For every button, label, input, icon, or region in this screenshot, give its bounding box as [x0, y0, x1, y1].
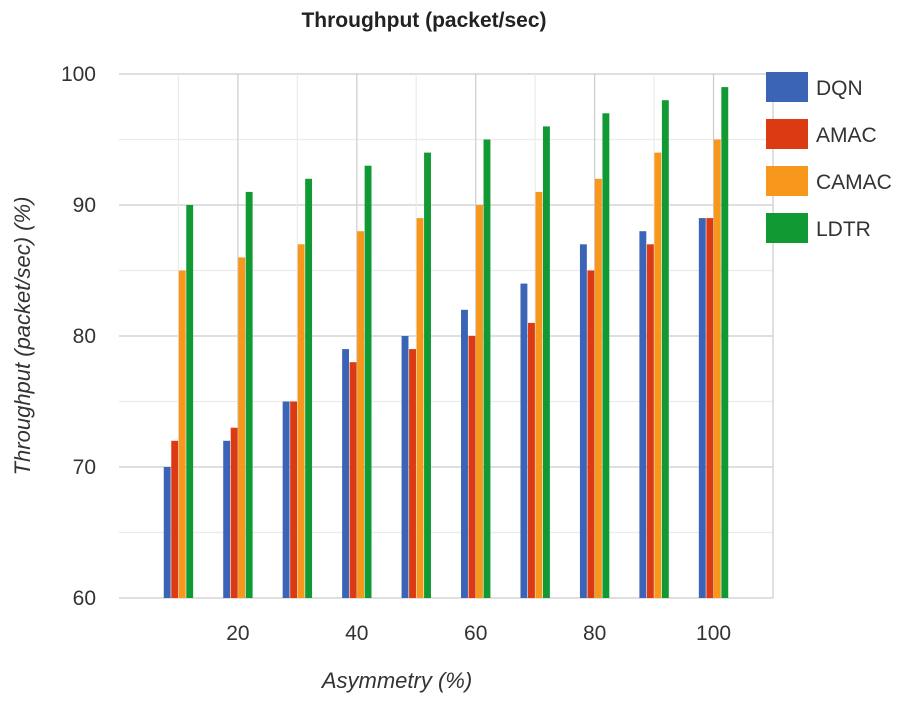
bar-ldtr-70: [542, 126, 550, 599]
bar-ldtr-90: [661, 100, 669, 598]
bar-amac-30: [290, 401, 298, 598]
bar-camac-10: [178, 270, 186, 598]
x-tick-labels: 20 40 60 80 100: [226, 622, 731, 645]
x-tick-label: 40: [345, 622, 368, 645]
legend: DQN AMAC CAMAC LDTR: [766, 72, 892, 243]
bar-camac-20: [238, 257, 246, 598]
legend-swatch-ldtr: [766, 213, 808, 243]
bar-ldtr-30: [305, 178, 313, 599]
bar-camac-50: [416, 218, 424, 598]
bar-dqn-30: [282, 401, 290, 598]
x-tick-label: 80: [583, 622, 606, 645]
bar-amac-10: [171, 440, 179, 598]
bar-ldtr-20: [245, 191, 253, 598]
bar-amac-40: [349, 362, 357, 598]
bars-group: [163, 87, 729, 599]
bar-dqn-10: [163, 467, 171, 598]
y-tick-label: 60: [73, 587, 96, 610]
x-tick-label: 100: [696, 622, 731, 645]
legend-label-dqn: DQN: [816, 77, 863, 100]
bar-dqn-90: [639, 231, 647, 598]
bar-ldtr-50: [424, 152, 431, 598]
bar-amac-80: [587, 270, 595, 598]
bar-amac-90: [646, 244, 654, 599]
bar-dqn-100: [698, 218, 706, 598]
y-tick-label: 70: [73, 456, 96, 479]
legend-swatch-dqn: [766, 72, 808, 102]
bar-amac-50: [409, 349, 416, 598]
bar-ldtr-80: [602, 113, 610, 599]
bar-dqn-70: [520, 283, 528, 598]
bar-ldtr-100: [721, 87, 729, 598]
grid-lines: [119, 73, 774, 599]
bar-camac-90: [654, 152, 662, 598]
bar-dqn-80: [579, 244, 587, 599]
bar-dqn-60: [461, 309, 468, 598]
bar-ldtr-60: [483, 139, 491, 598]
bar-ldtr-40: [364, 165, 372, 598]
x-tick-label: 20: [226, 622, 249, 645]
bar-dqn-40: [342, 349, 350, 598]
bar-amac-60: [468, 336, 476, 598]
legend-label-amac: AMAC: [816, 124, 877, 147]
y-tick-label: 80: [73, 325, 96, 348]
y-tick-labels: 60 70 80 90 100: [61, 63, 96, 610]
bar-amac-100: [706, 218, 714, 598]
legend-label-ldtr: LDTR: [816, 218, 871, 241]
x-tick-label: 60: [464, 622, 487, 645]
chart-title: Throughput (packet/sec): [301, 9, 546, 32]
bar-camac-100: [713, 139, 721, 598]
y-tick-label: 90: [73, 194, 96, 217]
legend-swatch-camac: [766, 166, 808, 196]
bar-ldtr-10: [186, 205, 194, 598]
legend-swatch-amac: [766, 119, 808, 149]
bar-camac-30: [297, 244, 305, 599]
bar-dqn-50: [401, 336, 409, 598]
y-axis-label: Throughput (packet/sec) (%): [10, 197, 35, 476]
y-tick-label: 100: [61, 63, 96, 86]
legend-label-camac: CAMAC: [816, 171, 892, 194]
bar-amac-20: [230, 427, 238, 598]
bar-camac-80: [594, 178, 602, 599]
bar-camac-40: [357, 231, 365, 598]
x-axis-label: Asymmetry (%): [320, 668, 472, 693]
bar-dqn-20: [223, 440, 231, 598]
bar-amac-70: [527, 322, 535, 598]
bar-camac-60: [476, 205, 483, 598]
bar-camac-70: [535, 191, 543, 598]
